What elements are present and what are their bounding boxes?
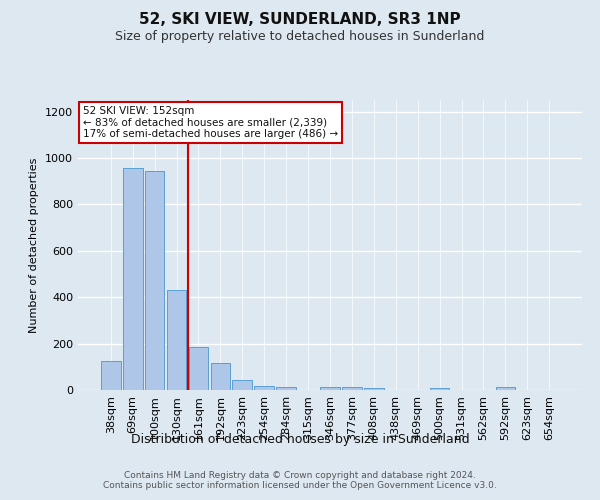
Bar [188, 347, 208, 390]
Bar [364, 388, 384, 390]
Bar [342, 386, 362, 390]
Bar [101, 361, 121, 390]
Text: Contains HM Land Registry data © Crown copyright and database right 2024.
Contai: Contains HM Land Registry data © Crown c… [103, 470, 497, 490]
Bar [254, 386, 274, 390]
Bar [276, 386, 296, 390]
Text: 52 SKI VIEW: 152sqm
← 83% of detached houses are smaller (2,339)
17% of semi-det: 52 SKI VIEW: 152sqm ← 83% of detached ho… [83, 106, 338, 139]
Text: Size of property relative to detached houses in Sunderland: Size of property relative to detached ho… [115, 30, 485, 43]
Bar [496, 387, 515, 390]
Bar [145, 171, 164, 390]
Bar [232, 380, 252, 390]
Bar [167, 290, 187, 390]
Text: Distribution of detached houses by size in Sunderland: Distribution of detached houses by size … [131, 432, 469, 446]
Bar [320, 386, 340, 390]
Bar [211, 364, 230, 390]
Bar [123, 168, 143, 390]
Y-axis label: Number of detached properties: Number of detached properties [29, 158, 40, 332]
Bar [430, 388, 449, 390]
Text: 52, SKI VIEW, SUNDERLAND, SR3 1NP: 52, SKI VIEW, SUNDERLAND, SR3 1NP [139, 12, 461, 28]
